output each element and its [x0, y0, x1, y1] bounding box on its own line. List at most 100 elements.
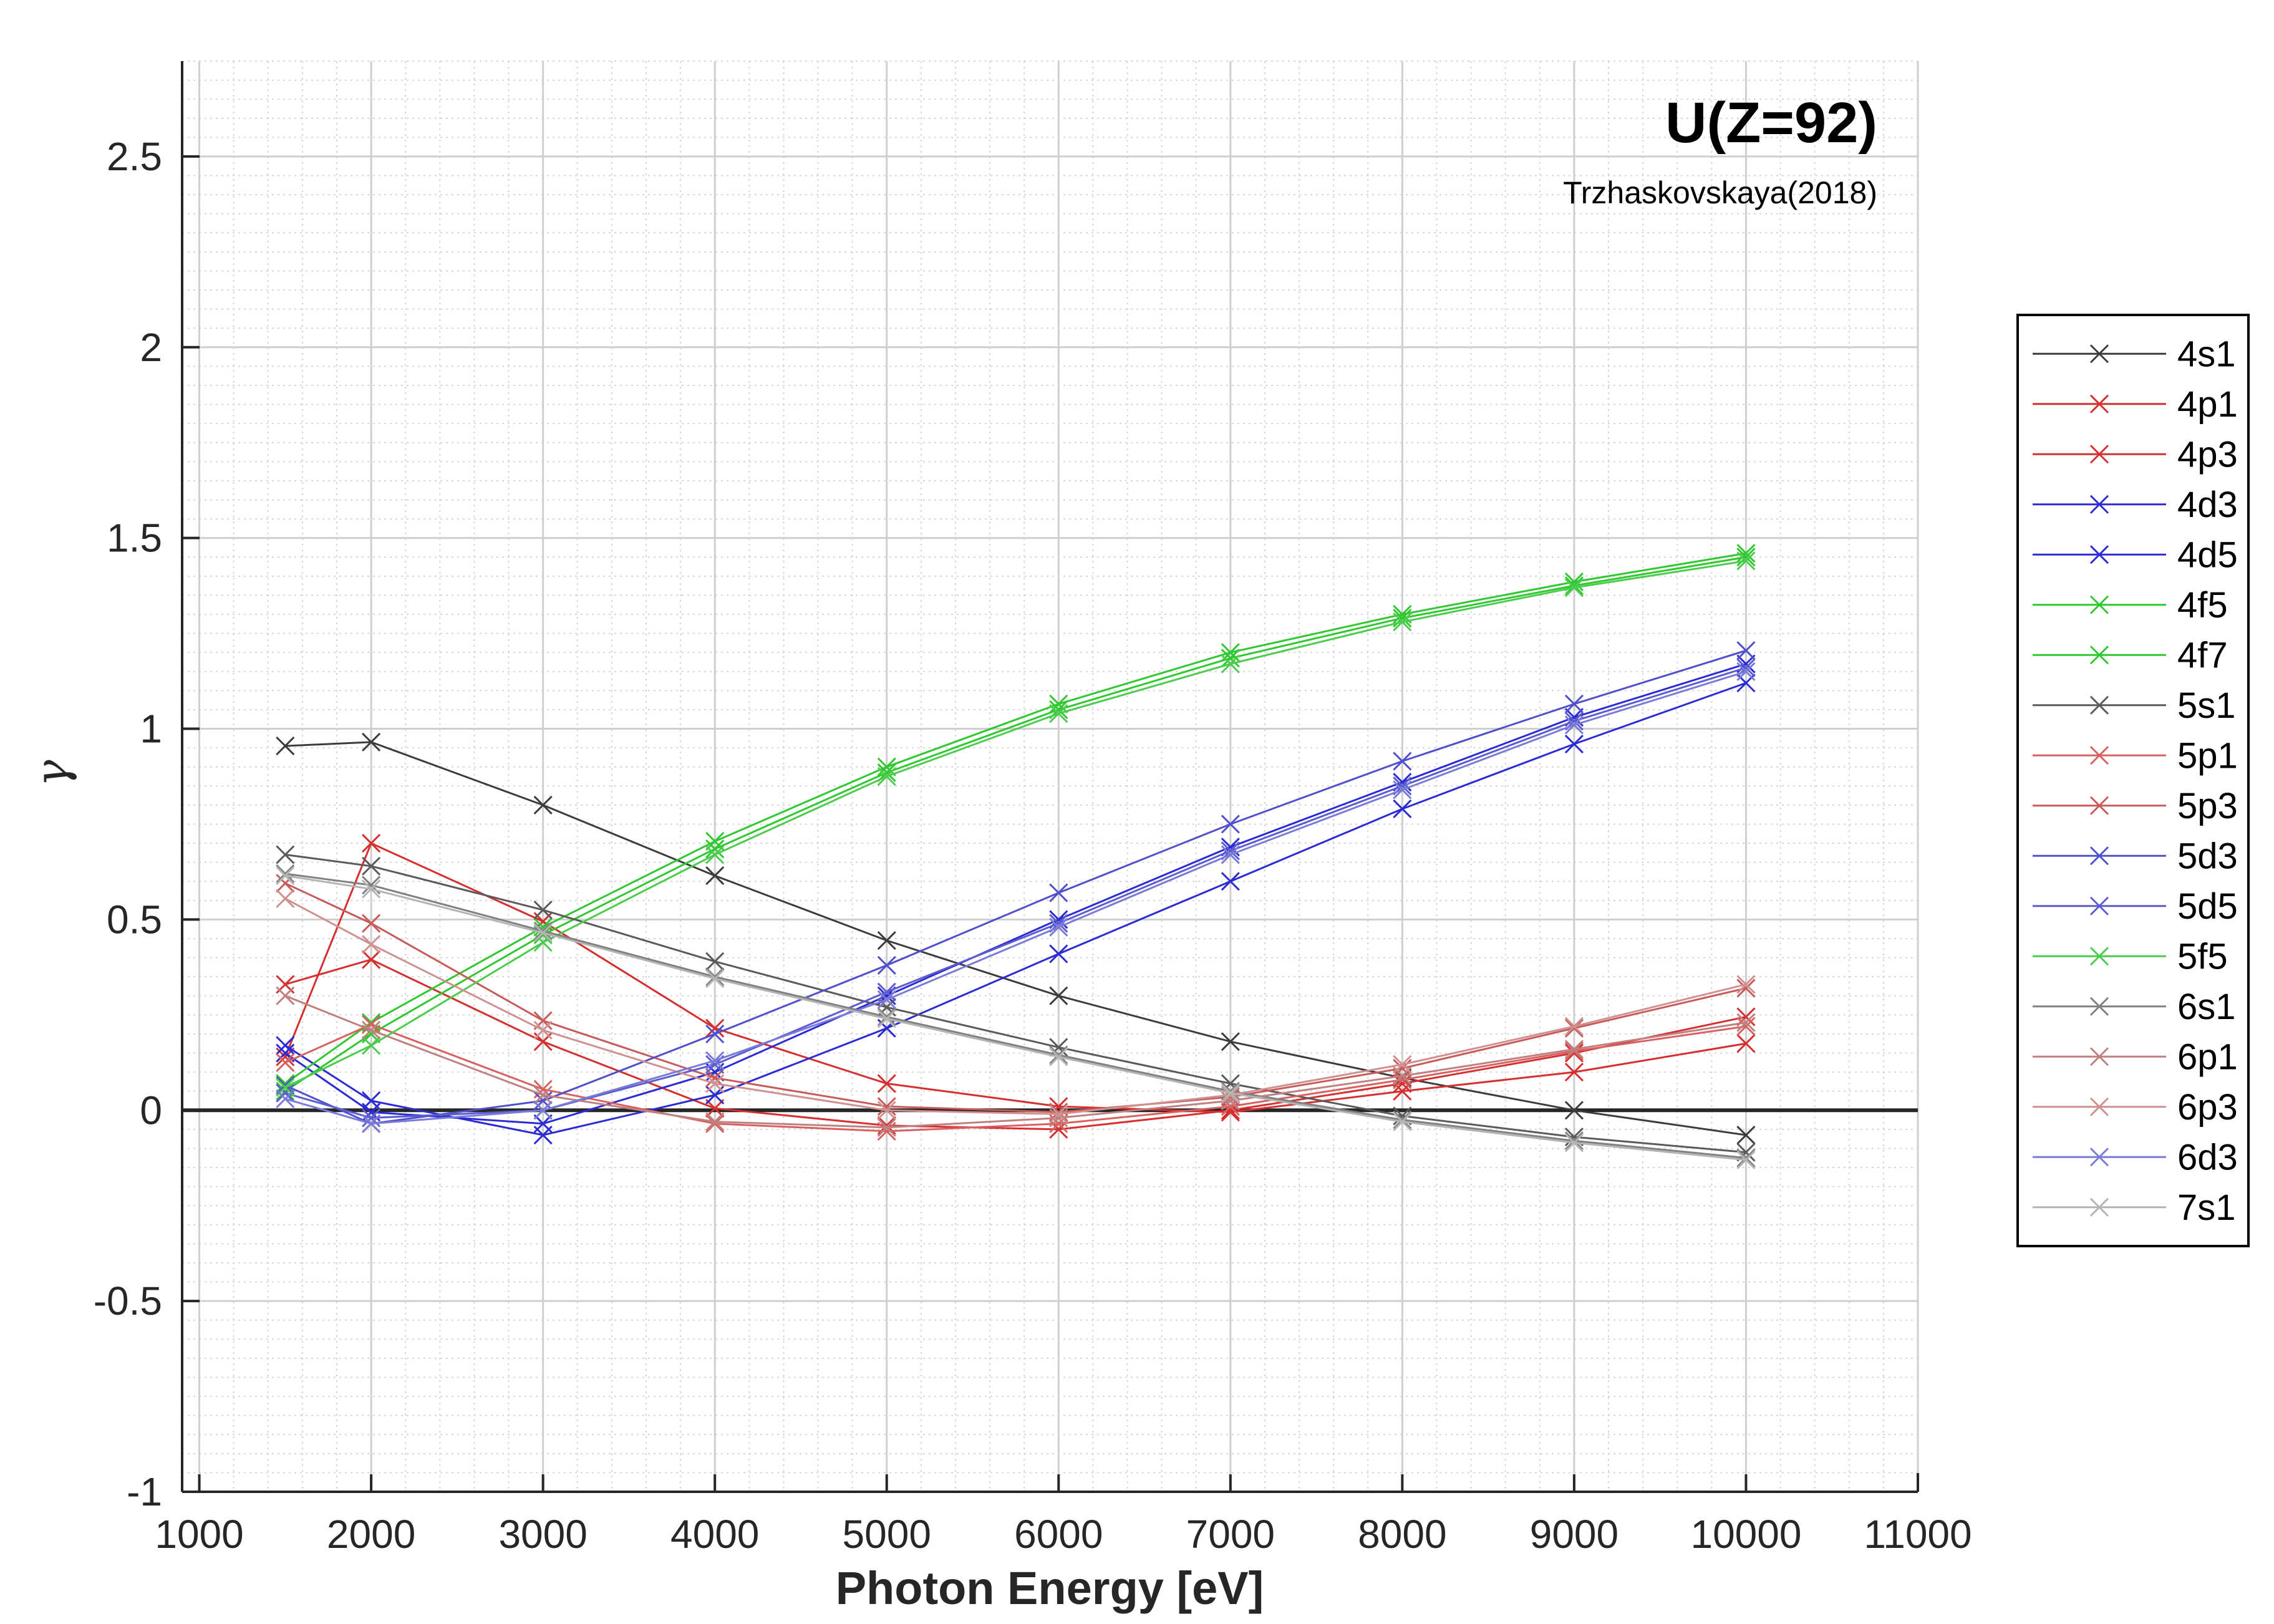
x-axis-label: Photon Energy [eV] [836, 1562, 1264, 1614]
legend-marker [2089, 394, 2109, 413]
data-point-5d5 [276, 1083, 295, 1103]
data-point-4f7 [1736, 548, 1756, 567]
data-point-7s1 [1736, 1150, 1756, 1169]
series-line-4s1 [285, 741, 1746, 1136]
data-point-7s1 [1049, 1047, 1068, 1066]
data-point-5f5 [1049, 703, 1068, 723]
series-line-5p3 [284, 882, 1746, 1113]
x-tick-label: 5000 [843, 1512, 931, 1557]
data-point-5d3 [1736, 641, 1756, 660]
legend-item-4p1: 4p1 [2033, 384, 2238, 425]
series-line-6p1 [284, 995, 1746, 1129]
x-tick-label: 3000 [498, 1512, 587, 1557]
x-tick-label: 4000 [670, 1512, 759, 1557]
data-point-6s1 [1393, 1110, 1412, 1129]
data-point-5f5 [1736, 551, 1756, 571]
legend-item-4p3: 4p3 [2033, 434, 2238, 475]
legend-label: 7s1 [2177, 1187, 2236, 1228]
data-point-5f5 [877, 766, 896, 786]
legend-marker [2089, 695, 2109, 715]
data-point-4p3 [1564, 1043, 1584, 1063]
data-point-4s1 [1221, 1032, 1240, 1051]
data-point-5d3 [1564, 694, 1584, 713]
data-point-7s1 [362, 879, 381, 899]
legend-marker [2089, 947, 2109, 966]
data-point-5p3 [1736, 979, 1756, 998]
y-tick-label: -0.5 [94, 1278, 162, 1323]
data-point-6s1 [533, 921, 553, 940]
data-point-6s1 [276, 864, 295, 884]
data-point-7s1 [877, 1009, 896, 1028]
data-point-6p1 [1564, 1040, 1584, 1059]
series-line-6s1 [285, 872, 1746, 1159]
series-line-6p3 [284, 897, 1746, 1115]
series-line-4d3 [284, 682, 1747, 1136]
data-point-5f5 [1221, 654, 1240, 674]
data-point-6p1 [533, 1085, 553, 1104]
legend-marker [2089, 796, 2109, 815]
legend-marker [2089, 445, 2109, 464]
data-point-4d3 [1221, 872, 1240, 891]
data-point-4d3 [1049, 944, 1068, 964]
legend-marker [2089, 1047, 2109, 1066]
series-line-5d5 [284, 667, 1746, 1119]
legend-item-5s1: 5s1 [2033, 685, 2236, 726]
series-line-4d5 [284, 663, 1746, 1125]
data-point-4d3 [276, 1036, 295, 1055]
legend-marker [2089, 846, 2109, 866]
data-point-5d3 [276, 1076, 295, 1095]
data-point-7s1 [705, 969, 725, 988]
legend-label: 6p1 [2177, 1037, 2238, 1077]
legend-item-5p3: 5p3 [2033, 786, 2238, 826]
legend-label: 6p3 [2177, 1087, 2238, 1128]
series-5s1 [276, 845, 1756, 1162]
legend-label: 5d3 [2177, 836, 2238, 876]
data-point-6d3 [877, 990, 896, 1009]
data-point-6d3 [1221, 845, 1240, 864]
y-tick-label: 2.5 [107, 134, 162, 179]
legend-item-6p3: 6p3 [2033, 1087, 2238, 1128]
y-axis-label: γ [26, 760, 78, 787]
data-point-4f5 [1049, 694, 1068, 713]
legend-item-5f5: 5f5 [2033, 936, 2228, 977]
data-point-4s1 [276, 736, 295, 756]
data-point-4p3 [705, 1099, 725, 1118]
y-tick-label: 2 [140, 325, 162, 370]
data-point-5p1 [1736, 1017, 1756, 1036]
series-7s1 [276, 866, 1756, 1169]
data-point-4p1 [1564, 1063, 1584, 1082]
data-point-7s1 [533, 923, 553, 942]
series-4f5 [276, 544, 1756, 1093]
data-point-5p3 [877, 1097, 896, 1116]
x-tick-label: 9000 [1530, 1512, 1618, 1557]
series-layer [276, 544, 1756, 1169]
data-point-4p3 [362, 950, 381, 969]
legend-label: 4p3 [2177, 434, 2238, 475]
x-tick-label: 1000 [155, 1512, 243, 1557]
legend-item-4f7: 4f7 [2033, 635, 2228, 675]
data-point-5d3 [1393, 752, 1412, 771]
legend-marker [2089, 645, 2109, 665]
data-point-6p3 [533, 1020, 553, 1040]
legend-label: 4d3 [2177, 485, 2238, 525]
x-tick-label: 11000 [1864, 1512, 1972, 1557]
legend-label: 4d5 [2177, 534, 2238, 575]
y-tick-label: -1 [127, 1469, 162, 1514]
data-point-6d3 [362, 1114, 381, 1133]
data-point-5d3 [533, 1091, 553, 1111]
data-point-6p1 [877, 1118, 896, 1137]
data-point-4s1 [877, 930, 896, 950]
data-point-5f5 [362, 1036, 381, 1055]
series-6d3 [276, 662, 1756, 1133]
x-tick-label: 2000 [327, 1512, 415, 1557]
data-point-6p3 [1049, 1104, 1068, 1124]
data-point-5s1 [276, 845, 295, 864]
data-point-7s1 [1221, 1083, 1240, 1103]
minor-grid [182, 60, 1918, 1492]
data-point-4f5 [1736, 544, 1756, 563]
data-point-4s1 [1736, 1125, 1756, 1145]
series-line-4f5 [284, 552, 1746, 1085]
legend-item-4s1: 4s1 [2033, 334, 2236, 374]
data-point-6d3 [1736, 662, 1756, 681]
series-line-5p1 [284, 1023, 1746, 1133]
